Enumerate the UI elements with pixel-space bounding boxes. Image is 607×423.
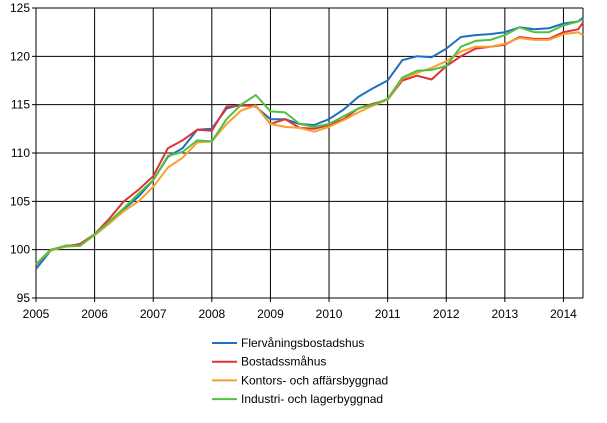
y-tick-label: 120	[10, 49, 30, 63]
legend-label: Flervåningsbostadshus	[241, 336, 364, 350]
x-tick-label: 2010	[316, 307, 343, 321]
series-line-3	[35, 18, 584, 265]
x-axis: 2005 2006 2007 2008 2009 2010 2011 2012 2013 2014	[23, 307, 577, 321]
y-tick-label: 115	[11, 98, 30, 112]
x-tick-label: 2011	[375, 307, 401, 321]
series-line-2	[35, 31, 584, 265]
grid	[35, 7, 584, 302]
series-lines	[35, 16, 584, 270]
x-tick-label: 2007	[140, 307, 167, 321]
x-tick-label: 2005	[23, 307, 50, 321]
x-tick-label: 2008	[198, 307, 225, 321]
y-axis: 95 100 105 110 115 120 125	[10, 1, 36, 305]
y-tick-label: 105	[10, 194, 30, 208]
x-tick-label: 2006	[81, 307, 108, 321]
y-tick-label: 95	[17, 291, 31, 305]
x-tick-label: 2009	[257, 307, 284, 321]
series-line-1	[35, 21, 584, 266]
series-line-0	[35, 16, 584, 270]
legend-label: Industri- och lagerbyggnad	[241, 392, 383, 406]
x-tick-label: 2014	[550, 307, 577, 321]
x-tick-label: 2013	[492, 307, 519, 321]
y-tick-label: 125	[10, 1, 30, 15]
legend-label: Kontors- och affärsbyggnad	[241, 373, 388, 387]
y-tick-label: 100	[10, 243, 30, 257]
x-tick-label: 2012	[433, 307, 460, 321]
y-tick-label: 110	[11, 146, 30, 160]
legend-label: Bostadssmåhus	[241, 355, 326, 369]
legend: Flervåningsbostadshus Bostadssmåhus Kontor…	[212, 336, 388, 406]
